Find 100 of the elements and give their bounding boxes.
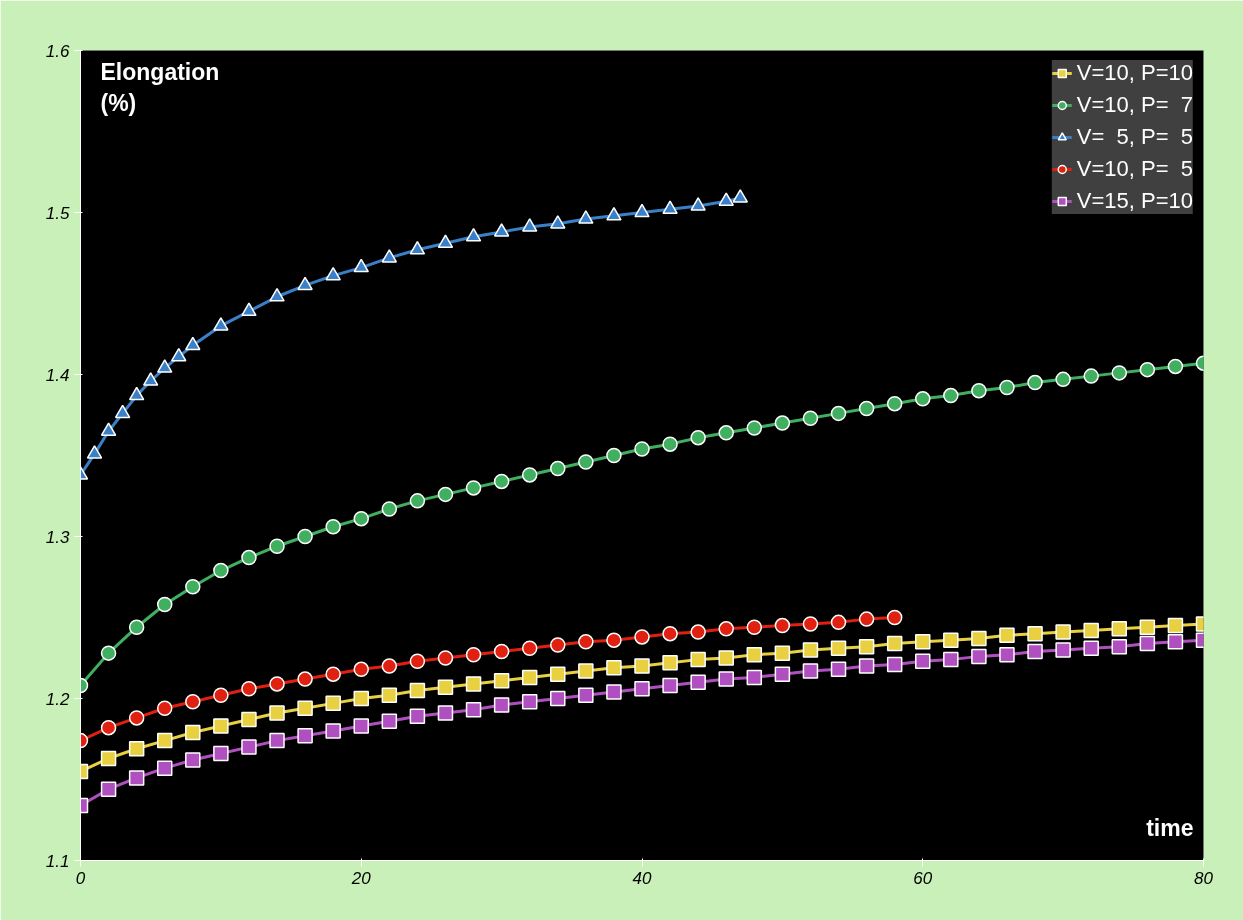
point [185, 578, 201, 595]
point [325, 723, 341, 739]
point [830, 640, 847, 657]
point [1111, 621, 1128, 637]
point [465, 702, 482, 718]
point [690, 429, 706, 446]
point [802, 663, 819, 679]
point [100, 719, 117, 736]
point [353, 718, 369, 734]
point [269, 732, 285, 749]
point [297, 700, 313, 716]
point [156, 732, 173, 749]
point [971, 382, 987, 399]
point [521, 467, 538, 483]
point [830, 614, 847, 631]
point [662, 655, 678, 671]
point [1027, 643, 1043, 660]
point [606, 684, 622, 700]
point [1083, 622, 1099, 639]
point [128, 740, 145, 757]
point [128, 710, 145, 726]
point [381, 713, 398, 729]
point [732, 189, 749, 203]
point [521, 669, 538, 686]
point [606, 206, 622, 221]
point [409, 682, 426, 699]
point [213, 687, 229, 703]
point [550, 215, 566, 229]
point [86, 445, 103, 459]
point [1139, 635, 1156, 652]
point [746, 420, 763, 436]
point [578, 454, 594, 470]
legend-label: V= 5, P= 5 [1076, 124, 1193, 150]
point [943, 632, 959, 648]
point [269, 705, 285, 721]
point [606, 659, 622, 676]
point [521, 218, 538, 232]
point [353, 510, 369, 527]
point [521, 640, 538, 657]
point [578, 210, 594, 224]
point [493, 697, 510, 713]
point [100, 781, 117, 797]
point [802, 410, 819, 426]
point [550, 460, 566, 477]
y-tick-label: 1.4 [45, 365, 70, 385]
point [521, 693, 538, 710]
point [634, 441, 650, 457]
x-tick-label: 60 [913, 868, 933, 888]
point [774, 666, 791, 682]
point [550, 637, 566, 653]
point [465, 227, 482, 242]
point [690, 674, 706, 691]
point [128, 619, 145, 635]
point [858, 611, 875, 627]
point [437, 234, 454, 249]
point [858, 400, 875, 417]
point [915, 391, 931, 407]
point [493, 223, 510, 237]
x-axis-title: time [1146, 814, 1194, 841]
point [493, 473, 510, 490]
point [943, 651, 959, 668]
y-tick-label: 1.6 [45, 41, 71, 61]
point [971, 630, 987, 647]
point [690, 651, 706, 668]
point [185, 752, 201, 768]
point [606, 632, 622, 648]
point [381, 249, 398, 263]
point [100, 422, 117, 436]
point [297, 728, 313, 744]
point [409, 493, 426, 509]
point [185, 694, 201, 710]
point [943, 387, 959, 404]
point [1167, 358, 1184, 375]
point [915, 653, 931, 669]
point [746, 669, 763, 686]
point [213, 745, 229, 762]
point [437, 486, 454, 503]
x-tick-label: 40 [632, 868, 652, 888]
point [1083, 640, 1099, 657]
point [381, 687, 398, 704]
point [578, 634, 594, 650]
point [634, 658, 650, 674]
point [886, 656, 903, 673]
point [718, 425, 734, 441]
point [718, 192, 734, 206]
point [409, 653, 426, 669]
point [269, 538, 285, 554]
point [241, 302, 257, 317]
point [634, 203, 650, 218]
point [241, 549, 257, 566]
x-tick-label: 80 [1194, 868, 1214, 888]
point [999, 647, 1015, 663]
point [325, 695, 341, 712]
point [718, 650, 734, 666]
point [718, 621, 734, 637]
point [662, 200, 678, 215]
point [185, 724, 201, 741]
point [269, 287, 285, 302]
point [409, 708, 426, 725]
point [213, 718, 229, 734]
